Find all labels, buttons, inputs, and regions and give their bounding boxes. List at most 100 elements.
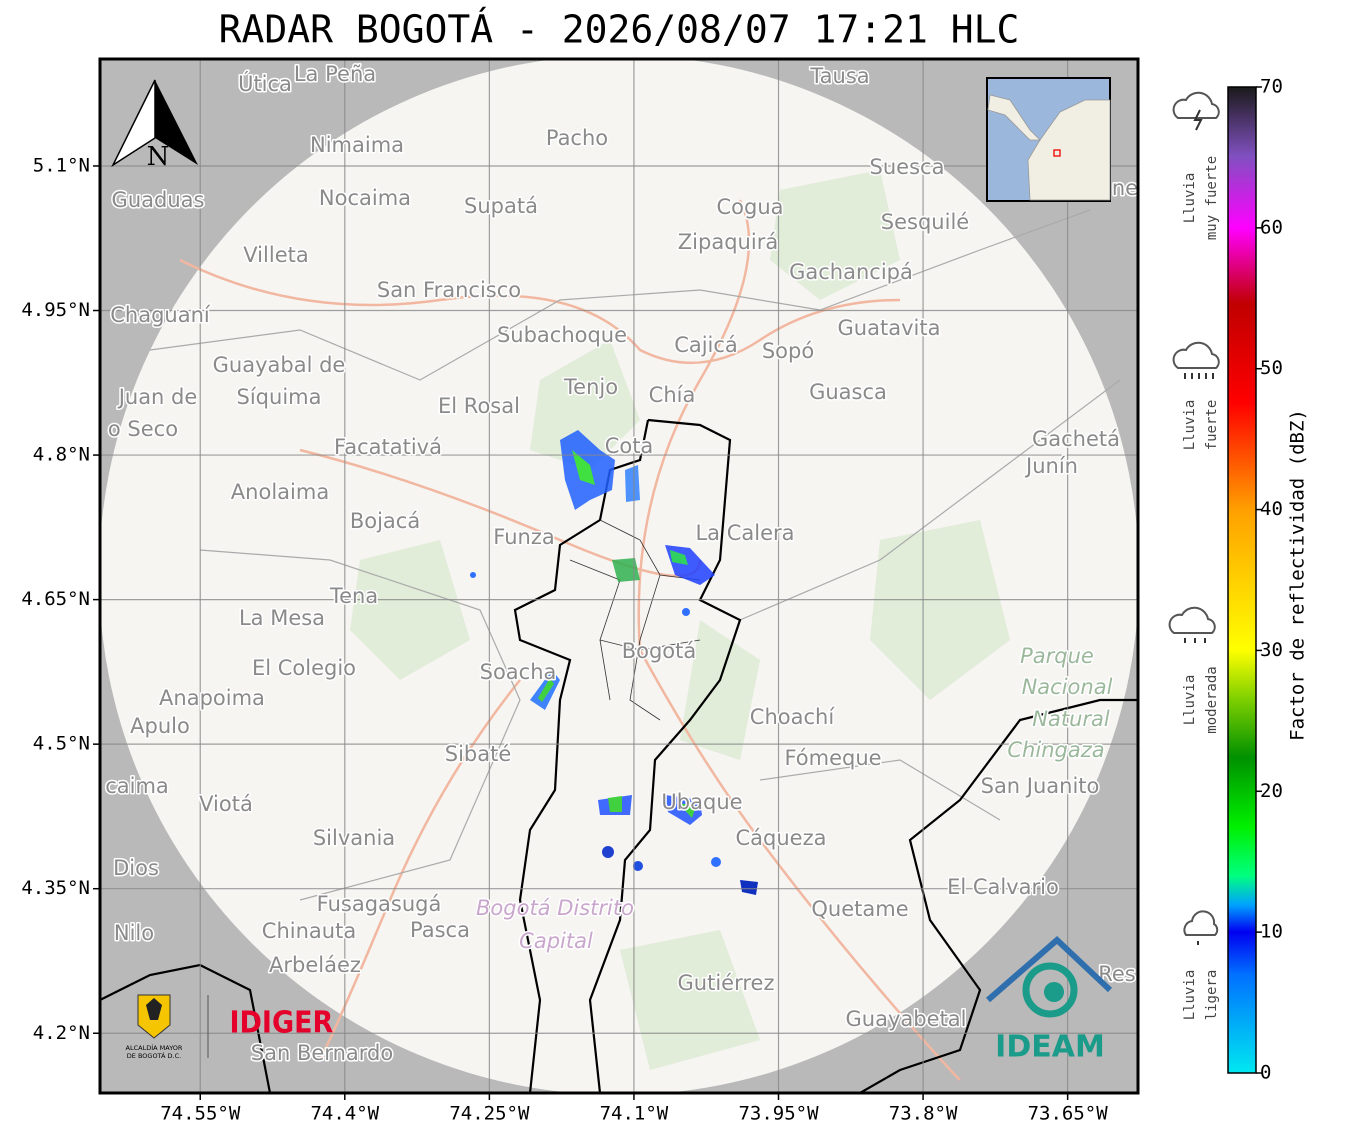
place-label: Bogotá: [622, 639, 697, 663]
place-label: Supatá: [464, 194, 538, 218]
place-label: Apulo: [130, 714, 190, 738]
place-label: Zipaquirá: [678, 230, 778, 254]
municipal-borders: [149, 209, 1121, 901]
place-label: Bojacá: [350, 509, 420, 533]
place-label: Tausa: [809, 64, 869, 88]
place-label: Guasca: [809, 380, 887, 404]
place-label: Nilo: [114, 921, 154, 945]
place-label: Chinauta: [262, 919, 356, 943]
inset-map: [986, 77, 1111, 202]
intensity-label: ligera: [1204, 970, 1220, 1021]
x-tick-label: 74.4°W: [310, 1103, 379, 1125]
intensity-label: Lluvia: [1182, 173, 1198, 224]
place-label: Ubaque: [661, 790, 742, 814]
place-label: Chaguaní: [110, 303, 211, 327]
place-label: Guatavita: [838, 316, 941, 340]
place-label: Soacha: [480, 660, 557, 684]
colorbar-tick-label: 70: [1260, 76, 1283, 98]
weather-icons: [1168, 91, 1220, 945]
map-frame: [98, 57, 1140, 1095]
place-label: caima: [105, 774, 169, 798]
alcaldia-text: DE BOGOTÁ D.C.: [127, 1051, 181, 1060]
colorbar-tick-label: 50: [1260, 357, 1283, 379]
place-label: Juan de: [117, 385, 198, 409]
place-label: Anolaima: [231, 480, 329, 504]
place-label: Anapoima: [159, 686, 265, 710]
x-tick-label: 73.65°W: [1028, 1103, 1109, 1125]
place-label: Arbeláez: [269, 953, 361, 977]
ideam-logo: IDEAM: [986, 935, 1113, 1065]
intensity-legend: Lluvia muy fuerte Lluvia fuerte Lluvia modera…: [1182, 156, 1220, 1020]
place-label: Pasca: [410, 918, 470, 942]
place-label: Suesca: [870, 155, 945, 179]
colorbar-tick-label: 0: [1260, 1062, 1271, 1084]
radar-echoes: [470, 430, 758, 895]
park-label: Chingaza: [1007, 738, 1104, 762]
park-label: Natural: [1032, 707, 1110, 731]
alcaldia-logo: ALCALDÍA MAYOR DE BOGOTÁ D.C.: [126, 994, 209, 1060]
place-label: San Bernardo: [251, 1041, 393, 1065]
place-label: Guayabal de: [213, 353, 346, 377]
locality-borders: [569, 519, 701, 721]
place-label: Nimaima: [310, 133, 404, 157]
colorbar-tick-label: 40: [1260, 498, 1283, 520]
colorbar-tick-label: 10: [1260, 921, 1283, 943]
north-label: N: [147, 142, 170, 172]
terrain-patches: [350, 170, 1010, 1070]
x-tick-label: 74.25°W: [449, 1103, 530, 1125]
place-label: Facatativá: [334, 435, 442, 459]
y-tick-label: 5.1°N: [33, 154, 90, 176]
place-label: La Calera: [695, 521, 794, 545]
place-label: Útica: [238, 71, 292, 96]
place-label: Síquima: [237, 385, 322, 409]
place-label: Cáqueza: [736, 826, 827, 850]
place-label: Dios: [113, 856, 159, 880]
park-label: Parque: [1020, 644, 1094, 668]
place-label: Nocaima: [319, 186, 411, 210]
place-label: Cota: [605, 434, 654, 458]
north-arrow: N: [111, 79, 198, 172]
y-tick-label: 4.5°N: [33, 733, 90, 755]
basemap: Útica La Peña Tausa Pacho Nimaima Suesca Guadu…: [100, 59, 1138, 1093]
title: RADAR BOGOTÁ - 2026/08/07 17:21 HLC: [219, 8, 1020, 52]
x-tick-label: 74.55°W: [160, 1103, 241, 1125]
place-label: El Calvario: [947, 875, 1059, 899]
intensity-label: Lluvia: [1182, 675, 1198, 726]
place-label: Gachetá: [1032, 427, 1120, 451]
place-label: Chía: [649, 383, 696, 407]
place-label: Guaduas: [112, 188, 205, 212]
place-label: Cajicá: [674, 333, 738, 357]
place-label: San Juanito: [981, 774, 1100, 798]
place-label: Funza: [493, 525, 554, 549]
place-label: Sopó: [762, 339, 814, 363]
place-label: Fómeque: [784, 746, 881, 770]
x-tick-label: 73.8°W: [889, 1103, 958, 1125]
colorbar-tick-label: 20: [1260, 780, 1283, 802]
place-label: Viotá: [199, 792, 253, 816]
place-label: Fusagasugá: [317, 892, 442, 916]
place-label: o Seco: [108, 417, 178, 441]
district-label: Bogotá Distrito: [476, 896, 634, 920]
x-tick-label: 73.95°W: [738, 1103, 819, 1125]
place-label: Subachoque: [497, 323, 627, 347]
graticule: [100, 59, 1138, 1093]
district-label: Capital: [519, 929, 593, 953]
place-label: ne: [1112, 176, 1138, 200]
place-label: Tenjo: [563, 375, 618, 399]
place-label: Gutiérrez: [678, 971, 775, 995]
alcaldia-text: ALCALDÍA MAYOR: [126, 1043, 183, 1052]
place-label: Villeta: [243, 243, 308, 267]
intensity-label: Lluvia: [1182, 400, 1198, 451]
y-tick-label: 4.8°N: [33, 444, 90, 466]
place-label: La Mesa: [239, 606, 325, 630]
place-label: Silvania: [313, 826, 395, 850]
colorbar-tick-label: 60: [1260, 216, 1283, 238]
place-label: El Colegio: [252, 656, 356, 680]
place-label: Tena: [329, 584, 378, 608]
y-tick-label: 4.35°N: [21, 877, 90, 899]
intensity-label: fuerte: [1204, 400, 1220, 451]
colorbar-ticks: 0 10 20 30 40 50 60 70: [1256, 76, 1283, 1084]
place-label: Pacho: [546, 126, 608, 150]
y-tick-label: 4.65°N: [21, 588, 90, 610]
colorbar-tick-label: 30: [1260, 639, 1283, 661]
